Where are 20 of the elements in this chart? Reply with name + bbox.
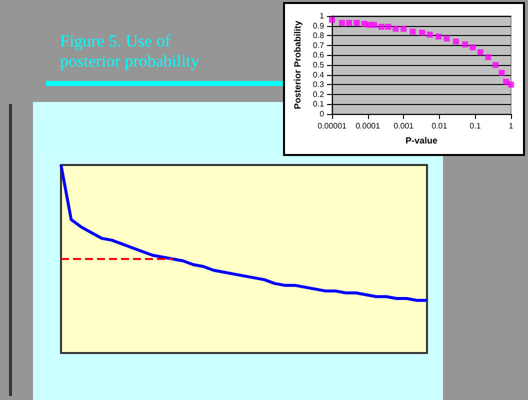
y-tick-label: 0.3 xyxy=(312,80,325,90)
y-tick-label: 0.9 xyxy=(312,21,325,30)
y-tick-label: 0.1 xyxy=(312,100,325,109)
x-tick-label: 0.001 xyxy=(394,122,414,130)
y-tick-label: 0.7 xyxy=(312,40,325,50)
x-axis-title: P-value xyxy=(406,136,438,146)
y-tick-label: 0.6 xyxy=(312,50,325,60)
x-tick-label: 0.1 xyxy=(470,122,482,130)
y-tick-label: 1 xyxy=(320,12,325,20)
x-tick-label: 0.0001 xyxy=(356,122,381,130)
y-tick-label: 0 xyxy=(320,110,325,118)
chart-title: Figure 5. Use of posterior probability xyxy=(60,32,200,70)
x-tick-label: 0.00001 xyxy=(318,122,348,130)
y-tick-label: 0.8 xyxy=(312,31,325,40)
x-tick-label: 1 xyxy=(508,122,514,130)
x-tick-label: 0.01 xyxy=(432,122,448,130)
y-tick-label: 0.2 xyxy=(312,90,325,99)
y-tick-label: 0.5 xyxy=(312,60,325,70)
y-axis-title: Posterior Probability xyxy=(292,20,302,110)
y-tick-label: 0.4 xyxy=(312,70,325,80)
